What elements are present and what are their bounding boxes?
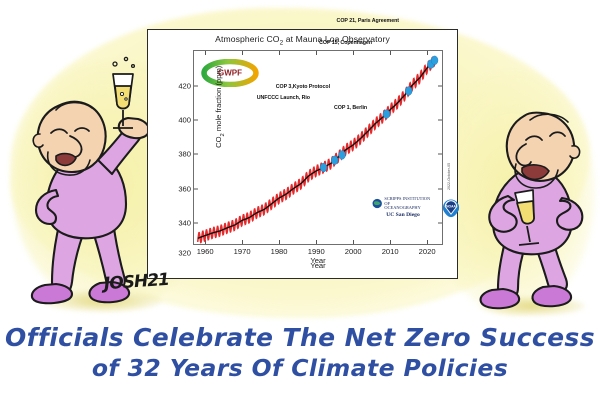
cartoon-caption: Officials Celebrate The Net Zero Success… [0,322,600,384]
scripps-globe-icon [372,199,382,209]
series-trend-line [198,60,435,238]
annotation-label: UNFCCC Launch, Rio [256,95,310,101]
chart-title: Atmospheric CO2 at Mauna Loa Observatory [148,34,457,47]
y-tick-label: 320 [178,248,191,258]
x-tick-label: 1970 [233,247,251,256]
x-axis-label: Year [310,256,326,265]
x-tick-label: 2000 [344,247,362,256]
x-tick-label: 1980 [270,247,288,256]
caption-line-2: of 32 Years Of Climate Policies [91,354,509,382]
noaa-logo-icon: NOAA [442,199,460,218]
ucsd-text: UC San Diego [386,212,420,219]
scripps-line2: OCEANOGRAPHY [384,205,421,211]
plot-area: CO2 mole fraction (ppm) 420 400 380 360 [178,18,443,257]
chart-title-text: Atmospheric CO2 at Mauna Loa Observatory [215,34,390,47]
annotation-marker [319,162,328,173]
annotation-label: COP 1, Berlin [334,105,368,111]
y-tick-label: 420 [178,81,191,91]
chart-panel: Atmospheric CO2 at Mauna Loa Observatory… [147,18,460,279]
annotation-marker [430,55,439,65]
annotation-label: COP 15, Copenhagen [319,40,372,46]
gwpf-logo: GWPF [201,59,259,87]
y-tick-label: 340 [178,218,191,228]
series-monthly-co2 [198,57,435,242]
caption-line-1: Officials Celebrate The Net Zero Success [4,323,595,352]
chart-datestamp: 2022-October-05 [447,162,451,190]
y-tick-label: 360 [178,184,191,194]
annotation-marker [405,86,413,96]
annotation-label: COP 21, Paris Agreement [336,18,400,24]
y-tick-label: 380 [178,149,191,159]
gwpf-logo-text: GWPF [218,69,242,78]
scripps-credit: SCRIPPS INSTITUTION OF OCEANOGRAPHY UC S… [372,196,434,219]
x-tick-label: 2010 [381,247,399,256]
x-tick-label: 2020 [418,247,436,256]
annotation-marker [331,155,339,165]
keeling-curve [194,55,439,244]
x-tick-label: 1960 [196,247,214,256]
svg-text:NOAA: NOAA [446,205,456,209]
x-tick-label: 1990 [307,247,325,256]
annotation-marker [338,150,346,160]
y-tick-label: 400 [178,115,191,125]
scripps-line1: SCRIPPS INSTITUTION OF [384,196,431,206]
annotation-marker [382,109,391,119]
annotation-label: COP 3,Kyoto Protocol [275,84,330,90]
x-axis-label-duplicate: Year [310,261,326,270]
